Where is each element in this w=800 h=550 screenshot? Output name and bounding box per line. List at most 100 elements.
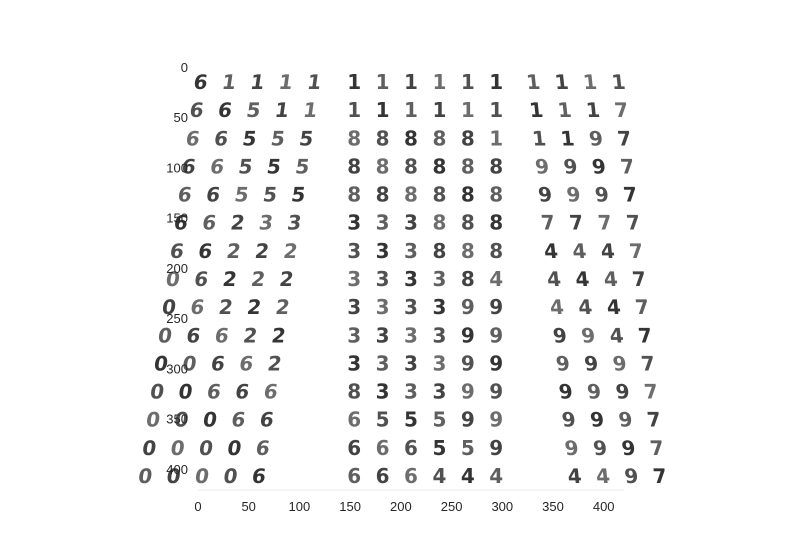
digit-cell: 0: [164, 267, 181, 291]
digit-cell: 1: [432, 70, 446, 94]
digit-cell: 4: [543, 239, 559, 263]
digit-cell: 1: [525, 70, 541, 94]
digit-cell: 9: [534, 155, 550, 179]
digit-cell: 6: [205, 380, 222, 404]
digit-cell: 3: [376, 211, 390, 235]
digit-cell: 5: [432, 436, 446, 460]
digit-cell: 1: [489, 98, 503, 122]
digit-cell: 5: [294, 155, 311, 179]
digit-cell: 3: [286, 211, 303, 235]
digit-cell: 8: [489, 183, 503, 207]
digit-cell: 6: [262, 380, 279, 404]
digit-cell: 5: [432, 408, 446, 432]
digit-cell: 3: [347, 211, 361, 235]
digit-cell: 6: [192, 70, 209, 94]
digit-cell: 8: [461, 183, 475, 207]
y-tick-label: 150: [166, 211, 188, 226]
digit-cell: 1: [347, 98, 361, 122]
digit-cell: 3: [404, 323, 418, 347]
x-tick-label: 100: [289, 499, 311, 514]
digit-cell: 1: [461, 98, 475, 122]
digit-cell: 8: [347, 155, 361, 179]
digit-cell: 0: [201, 408, 218, 432]
digit-cell: 3: [376, 239, 390, 263]
digit-cell: 8: [461, 211, 475, 235]
digit-cell: 4: [549, 295, 565, 319]
digit-cell: 7: [619, 155, 635, 179]
y-tick-label: 300: [166, 361, 188, 376]
digit-cell: 6: [172, 211, 189, 235]
digit-cell: 9: [620, 436, 636, 460]
plot-area: [198, 68, 624, 490]
digit-cell: 1: [220, 70, 237, 94]
digit-cell: 2: [229, 211, 246, 235]
y-tick-labels: 0 50 100 150 200 250 300 350 400: [166, 60, 188, 477]
x-tick-label: 150: [339, 499, 361, 514]
digit-cell: 1: [556, 98, 572, 122]
digit-cell: 6: [189, 295, 206, 319]
digit-cell: 4: [566, 464, 582, 488]
digit-cell: 0: [149, 380, 166, 404]
digit-cell: 6: [201, 211, 218, 235]
digit-cell: 4: [608, 323, 624, 347]
digit-cell: 9: [565, 183, 581, 207]
digit-cell: 6: [404, 464, 418, 488]
digit-cell: 9: [552, 323, 568, 347]
digit-cell: 5: [376, 408, 390, 432]
y-tick-label: 100: [166, 161, 188, 176]
digit-cell: 3: [404, 267, 418, 291]
digit-cell: 4: [489, 267, 503, 291]
digit-cell: 8: [489, 239, 503, 263]
digit-cell: 1: [528, 98, 544, 122]
digit-cell: 6: [176, 183, 193, 207]
digit-cell: 1: [489, 70, 503, 94]
digit-cell: 3: [376, 323, 390, 347]
digit-cell: 7: [622, 183, 638, 207]
digit-cell: 1: [461, 70, 475, 94]
y-tick-label: 50: [174, 110, 188, 125]
digit-cell: 5: [245, 98, 262, 122]
digit-cell: 6: [347, 464, 361, 488]
digit-cell: 6: [347, 408, 361, 432]
digit-cell: 5: [290, 183, 307, 207]
digit-cell: 3: [404, 239, 418, 263]
digit-cell: 6: [234, 380, 251, 404]
digit-cell: 4: [595, 464, 611, 488]
digit-cell: 9: [563, 436, 579, 460]
digit-cell: 4: [605, 295, 621, 319]
digit-cell: 1: [273, 98, 290, 122]
digit-cell: 3: [432, 295, 446, 319]
digit-cell: 6: [180, 155, 197, 179]
digit-cell: 6: [209, 351, 226, 375]
digit-cell: 7: [568, 211, 584, 235]
digit-cell: 2: [282, 239, 299, 263]
digit-cell: 9: [617, 408, 633, 432]
digit-cell: 2: [217, 295, 234, 319]
digit-cell: 8: [404, 155, 418, 179]
digit-cell: 6: [205, 183, 222, 207]
digit-cell: 7: [613, 98, 629, 122]
digit-cell: 6: [213, 126, 230, 150]
y-tick-label: 350: [166, 412, 188, 427]
digit-cell: 0: [137, 464, 154, 488]
digit-cell: 9: [461, 380, 475, 404]
digit-cell: 2: [225, 239, 242, 263]
x-tick-label: 50: [241, 499, 255, 514]
digit-cell: 9: [461, 351, 475, 375]
digit-cell: 3: [432, 267, 446, 291]
y-tick-label: 250: [166, 311, 188, 326]
x-tick-label: 0: [194, 499, 201, 514]
digit-cell: 8: [404, 126, 418, 150]
digit-cell: 3: [257, 211, 274, 235]
digit-cell: 1: [376, 98, 390, 122]
digit-cell: 7: [616, 126, 632, 150]
digit-cell: 2: [246, 295, 263, 319]
digit-cell: 1: [404, 70, 418, 94]
digit-cell: 1: [404, 98, 418, 122]
digit-cell: 8: [432, 211, 446, 235]
digit-cell: 1: [489, 126, 503, 150]
digit-cell: 6: [216, 98, 233, 122]
digit-cell: 7: [649, 436, 665, 460]
digit-cell: 7: [597, 211, 613, 235]
